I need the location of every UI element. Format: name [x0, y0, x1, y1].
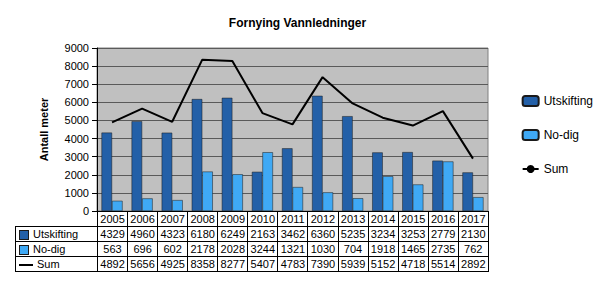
svg-text:Utskifting: Utskifting	[544, 94, 593, 108]
html-text:2163 3462 6360 5235 3234 3253: 2163 3462 6360 5235 3234 3253	[250, 228, 426, 240]
svg-text:5000: 5000	[65, 114, 89, 126]
html-text:5407 4783 7390 5939 5152 4718: 5407 4783 7390 5939 5152 4718	[250, 258, 426, 270]
html-text:563: 563	[103, 243, 122, 255]
svg-text:4000: 4000	[65, 133, 89, 145]
html-text:2008: 2008	[190, 213, 215, 225]
html-text:2735: 2735	[431, 243, 456, 255]
html-text:5656: 5656	[130, 258, 155, 270]
html-text:4329: 4329	[100, 228, 125, 240]
html-text:2005: 2005	[100, 213, 125, 225]
html-text:762: 762	[464, 243, 483, 255]
html-text:1918 1465: 1918 1465	[370, 243, 426, 255]
svg-text:6000: 6000	[65, 96, 89, 108]
html-text:6249: 6249	[220, 228, 245, 240]
html-text:8277: 8277	[220, 258, 245, 270]
html-text:6180: 6180	[190, 228, 215, 240]
html-text:696: 696	[133, 243, 152, 255]
svg-text:No-dig: No-dig	[544, 128, 579, 142]
svg-text:3000: 3000	[65, 151, 89, 163]
svg-text:9000: 9000	[65, 42, 89, 54]
html-text:4960: 4960	[130, 228, 155, 240]
html-text:Utskifting: Utskifting	[33, 228, 79, 240]
svg-text:Sum: Sum	[544, 162, 569, 176]
html-text:2892: 2892	[461, 258, 486, 270]
html-text:2009: 2009	[220, 213, 245, 225]
svg-text:7000: 7000	[65, 78, 89, 90]
svg-text:Antall meter: Antall meter	[38, 97, 50, 161]
html-text:8358: 8358	[190, 258, 215, 270]
html-text:2016: 2016	[431, 213, 456, 225]
html-text:2011: 2011	[281, 213, 305, 225]
html-text:602: 602	[163, 243, 182, 255]
html-text:2006: 2006	[130, 213, 155, 225]
html-text:2779: 2779	[431, 228, 456, 240]
html-text:4925: 4925	[160, 258, 185, 270]
svg-text:0: 0	[83, 205, 89, 217]
html-text:3244 1321 1030: 3244 1321 1030	[250, 243, 336, 255]
html-text:No-dig: No-dig	[33, 243, 66, 255]
html-text:2130: 2130	[461, 228, 486, 240]
html-text:5514: 5514	[431, 258, 456, 270]
html-text:2012 2013 2014 2015: 2012 2013 2014 2015	[310, 213, 426, 225]
svg-text:Fornying Vannledninger: Fornying Vannledninger	[229, 16, 367, 30]
html-text:4323: 4323	[160, 228, 185, 240]
html-text:2017: 2017	[461, 213, 486, 225]
html-text:2007: 2007	[160, 213, 185, 225]
svg-text:2000: 2000	[65, 169, 89, 181]
svg-text:1000: 1000	[65, 187, 89, 199]
html-text:704: 704	[343, 243, 363, 255]
html-text:2178: 2178	[190, 243, 215, 255]
html-text:4892: 4892	[100, 258, 125, 270]
html-text:Sum: Sum	[37, 258, 60, 270]
svg-text:8000: 8000	[65, 60, 89, 72]
html-text:2028: 2028	[220, 243, 245, 255]
html-text:2010: 2010	[250, 213, 276, 225]
